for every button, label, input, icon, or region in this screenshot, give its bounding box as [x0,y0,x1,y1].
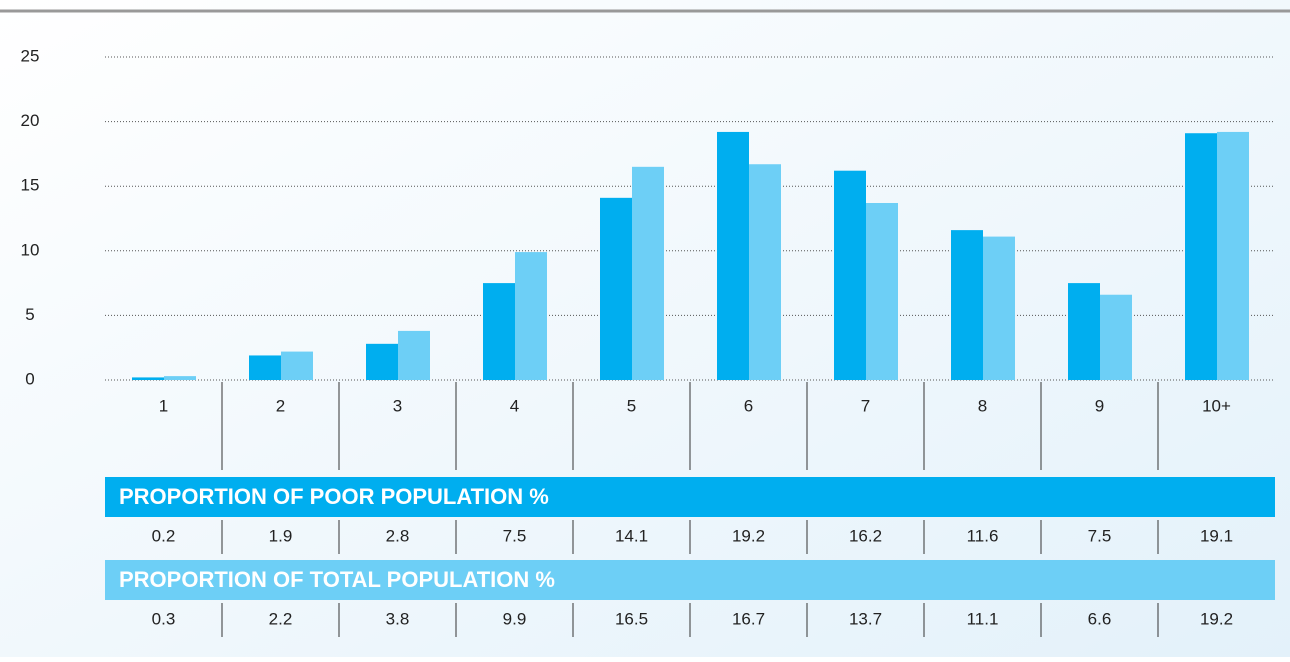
bar [366,343,398,380]
x-tick-label: 9 [1095,396,1104,415]
y-tick-label: 0 [25,369,34,388]
bar [132,377,164,380]
bar [249,355,281,380]
bar [515,252,547,380]
bar [632,166,664,380]
table-value: 16.2 [849,526,882,545]
bar [1100,294,1132,380]
bar [866,202,898,380]
x-tick-label: 6 [744,396,753,415]
table-value: 14.1 [615,526,648,545]
x-tick-label: 5 [627,396,636,415]
x-tick-label: 4 [510,396,519,415]
table-value: 2.8 [386,526,410,545]
bar [1185,133,1217,380]
x-tick-label: 2 [276,396,285,415]
x-tick-label: 3 [393,396,402,415]
bar [281,351,313,380]
table-value: 11.1 [967,609,999,628]
table-value: 7.5 [1088,526,1112,545]
table-value: 16.5 [615,609,648,628]
table-value: 1.9 [269,526,293,545]
table-value: 0.3 [152,609,176,628]
y-tick-label: 15 [21,176,40,195]
bar [1217,131,1249,380]
table-value: 13.7 [849,609,882,628]
x-tick-label: 1 [159,396,168,415]
y-tick-label: 20 [21,111,40,130]
series-band [105,477,1275,517]
table-value: 19.2 [1200,609,1233,628]
bar [600,197,632,380]
x-tick-label: 7 [861,396,870,415]
bar [164,376,196,380]
table-value: 7.5 [503,526,527,545]
table-value: 6.6 [1088,609,1112,628]
table-value: 16.7 [732,609,765,628]
table-value: 2.2 [269,609,293,628]
table-value: 19.1 [1200,526,1233,545]
bar [717,131,749,380]
table-value: 9.9 [503,609,527,628]
bar [983,236,1015,380]
bar [749,164,781,380]
y-tick-label: 10 [21,240,40,259]
y-tick-label: 25 [21,46,40,65]
series-band [105,560,1275,600]
bar [1068,283,1100,380]
x-tick-label: 10+ [1202,396,1231,415]
bar [398,330,430,380]
table-value: 3.8 [386,609,410,628]
table-value: 11.6 [967,526,999,545]
table-value: 19.2 [732,526,765,545]
series-name: PROPORTION OF POOR POPULATION % [119,484,549,509]
series-name: PROPORTION OF TOTAL POPULATION % [119,567,555,592]
x-tick-label: 8 [978,396,987,415]
y-tick-label: 5 [25,305,34,324]
bar [834,170,866,380]
bar [483,283,515,380]
bar [951,230,983,380]
table-value: 0.2 [152,526,176,545]
